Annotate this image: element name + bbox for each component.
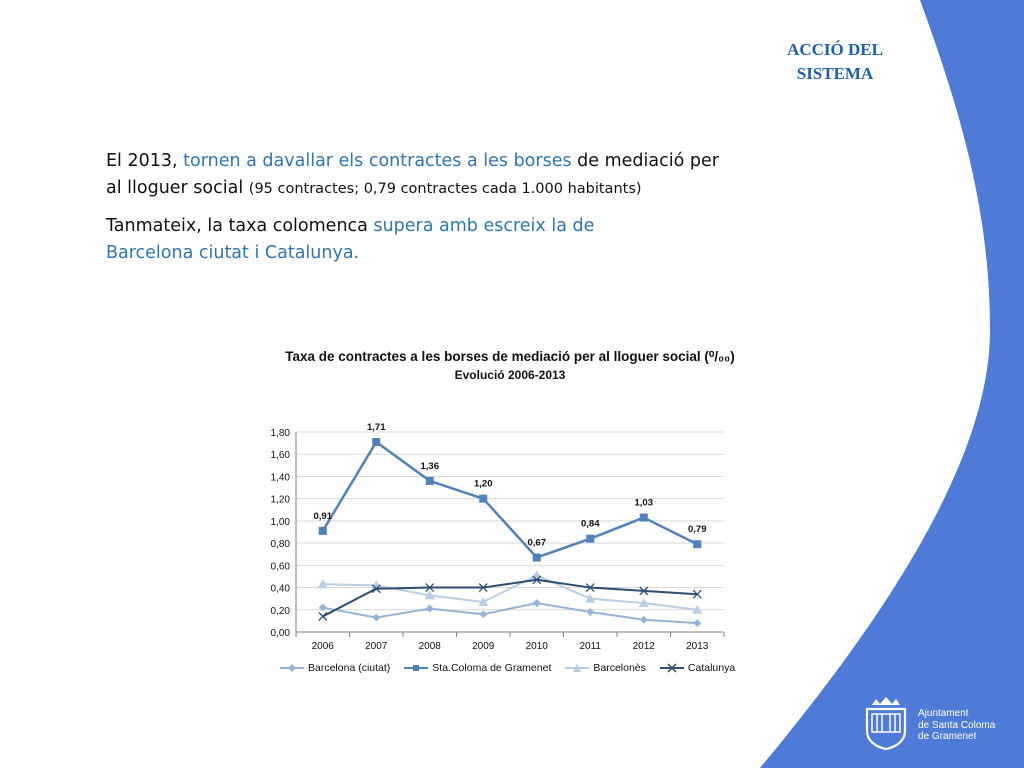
logo-text-line3: de Gramenet [918,731,977,742]
series-line [322,574,698,611]
data-point [638,598,649,608]
x-tick-label: 2009 [472,641,495,652]
intro-paragraph-2: Tanmateix, la taxa colomenca supera amb … [106,213,646,267]
logo-text-line1: Ajuntament [918,708,969,719]
x-tick-label: 2011 [579,641,601,652]
x-tick-label: 2008 [419,641,442,652]
x-tick-label: 2006 [312,641,335,652]
data-label: 1,20 [474,479,493,490]
data-point [318,603,327,612]
legend-marker-icon [659,663,684,673]
data-point [371,584,381,594]
data-point [478,597,489,606]
series-line [322,602,698,625]
data-point [585,583,595,593]
logo-text: Ajuntament de Santa Coloma de Gramenet [918,708,995,743]
data-point [639,586,649,596]
legend-marker-icon [280,664,304,672]
data-label: 1,71 [367,422,386,433]
legend-marker-icon [404,665,429,671]
section-title: ACCIÓ DEL SISTEMA [770,38,900,86]
data-point [585,593,596,603]
series-line [321,440,698,560]
data-point [372,438,381,446]
legend-item: Barcelonès [565,662,646,674]
logo-text-line2: de Santa Coloma [918,719,996,731]
data-point [425,604,434,613]
y-tick-label: 1,40 [271,472,291,483]
data-point [692,604,703,614]
legend-label: Sta.Coloma de Gramenet [432,662,552,674]
data-point [478,583,488,593]
legend-item: Catalunya [659,662,736,674]
chart-title: Taxa de contractes a les borses de media… [285,349,735,364]
y-tick-label: 0,60 [271,561,291,572]
y-tick-label: 1,20 [271,495,291,506]
x-tick-label: 2012 [633,641,656,652]
y-tick-label: 0,80 [271,539,291,550]
data-point [586,534,595,543]
data-label: 1,36 [421,461,440,472]
legend-label: Barcelonès [593,662,646,674]
data-point [639,513,648,522]
data-point [531,570,542,580]
intro1-text-start: El 2013, [106,151,178,171]
legend-item: Sta.Coloma de Gramenet [404,662,551,674]
data-point [586,608,595,616]
section-title-line1: ACCIÓ DEL [787,40,883,59]
data-label: 0,79 [688,524,707,535]
data-point [372,613,381,622]
legend-label: Barcelona (ciutat) [308,662,391,674]
section-title-line2: SISTEMA [796,64,874,83]
data-point [425,583,435,593]
data-label: 0,67 [528,538,547,549]
x-tick-label: 2010 [526,641,549,652]
chart-legend: Barcelona (ciutat) Sta.Coloma de Gramenet… [280,662,740,674]
legend-label: Catalunya [687,662,736,674]
data-point [425,476,434,485]
data-point [532,553,541,562]
y-tick-label: 0,40 [271,584,291,595]
data-point [318,611,328,621]
legend-marker-icon [565,664,590,672]
data-point [318,526,327,535]
intro1-detail: (95 contractes; 0,79 contractes cada 1.0… [248,181,642,197]
legend-item: Barcelona (ciutat) [280,662,390,674]
data-point [639,615,648,624]
data-point [317,579,328,589]
data-point [479,494,488,503]
intro2-highlight: supera amb escreix la de Barcelona ciuta… [106,216,595,263]
data-label: 0,84 [581,519,600,530]
y-tick-label: 1,60 [271,450,291,461]
chart-subtitle: Evolució 2006-2013 [454,368,566,382]
coat-of-arms-icon [865,697,907,750]
y-tick-label: 0,20 [271,606,291,617]
ajuntament-logo [865,697,907,750]
series-line [322,578,698,618]
data-point [532,599,541,608]
y-tick-label: 1,00 [271,517,291,528]
data-point [693,619,702,628]
x-tick-label: 2013 [686,641,709,652]
intro2-text-start: Tanmateix, la taxa colomenca [106,216,368,236]
x-tick-label: 2007 [365,641,388,652]
data-point [693,540,702,549]
data-point [479,610,488,619]
intro1-text-end: de mediació per al lloguer social [106,151,719,198]
data-point [692,589,702,599]
y-tick-label: 0,00 [271,628,291,639]
y-tick-label: 1,80 [271,428,291,439]
intro1-highlight: tornen a davallar els contractes a les b… [183,151,572,171]
data-point [424,590,435,600]
intro-paragraph-1: El 2013, tornen a davallar els contracte… [106,148,726,203]
data-point [532,575,542,585]
data-label: 1,03 [635,498,654,509]
data-label: 0,91 [314,511,333,522]
